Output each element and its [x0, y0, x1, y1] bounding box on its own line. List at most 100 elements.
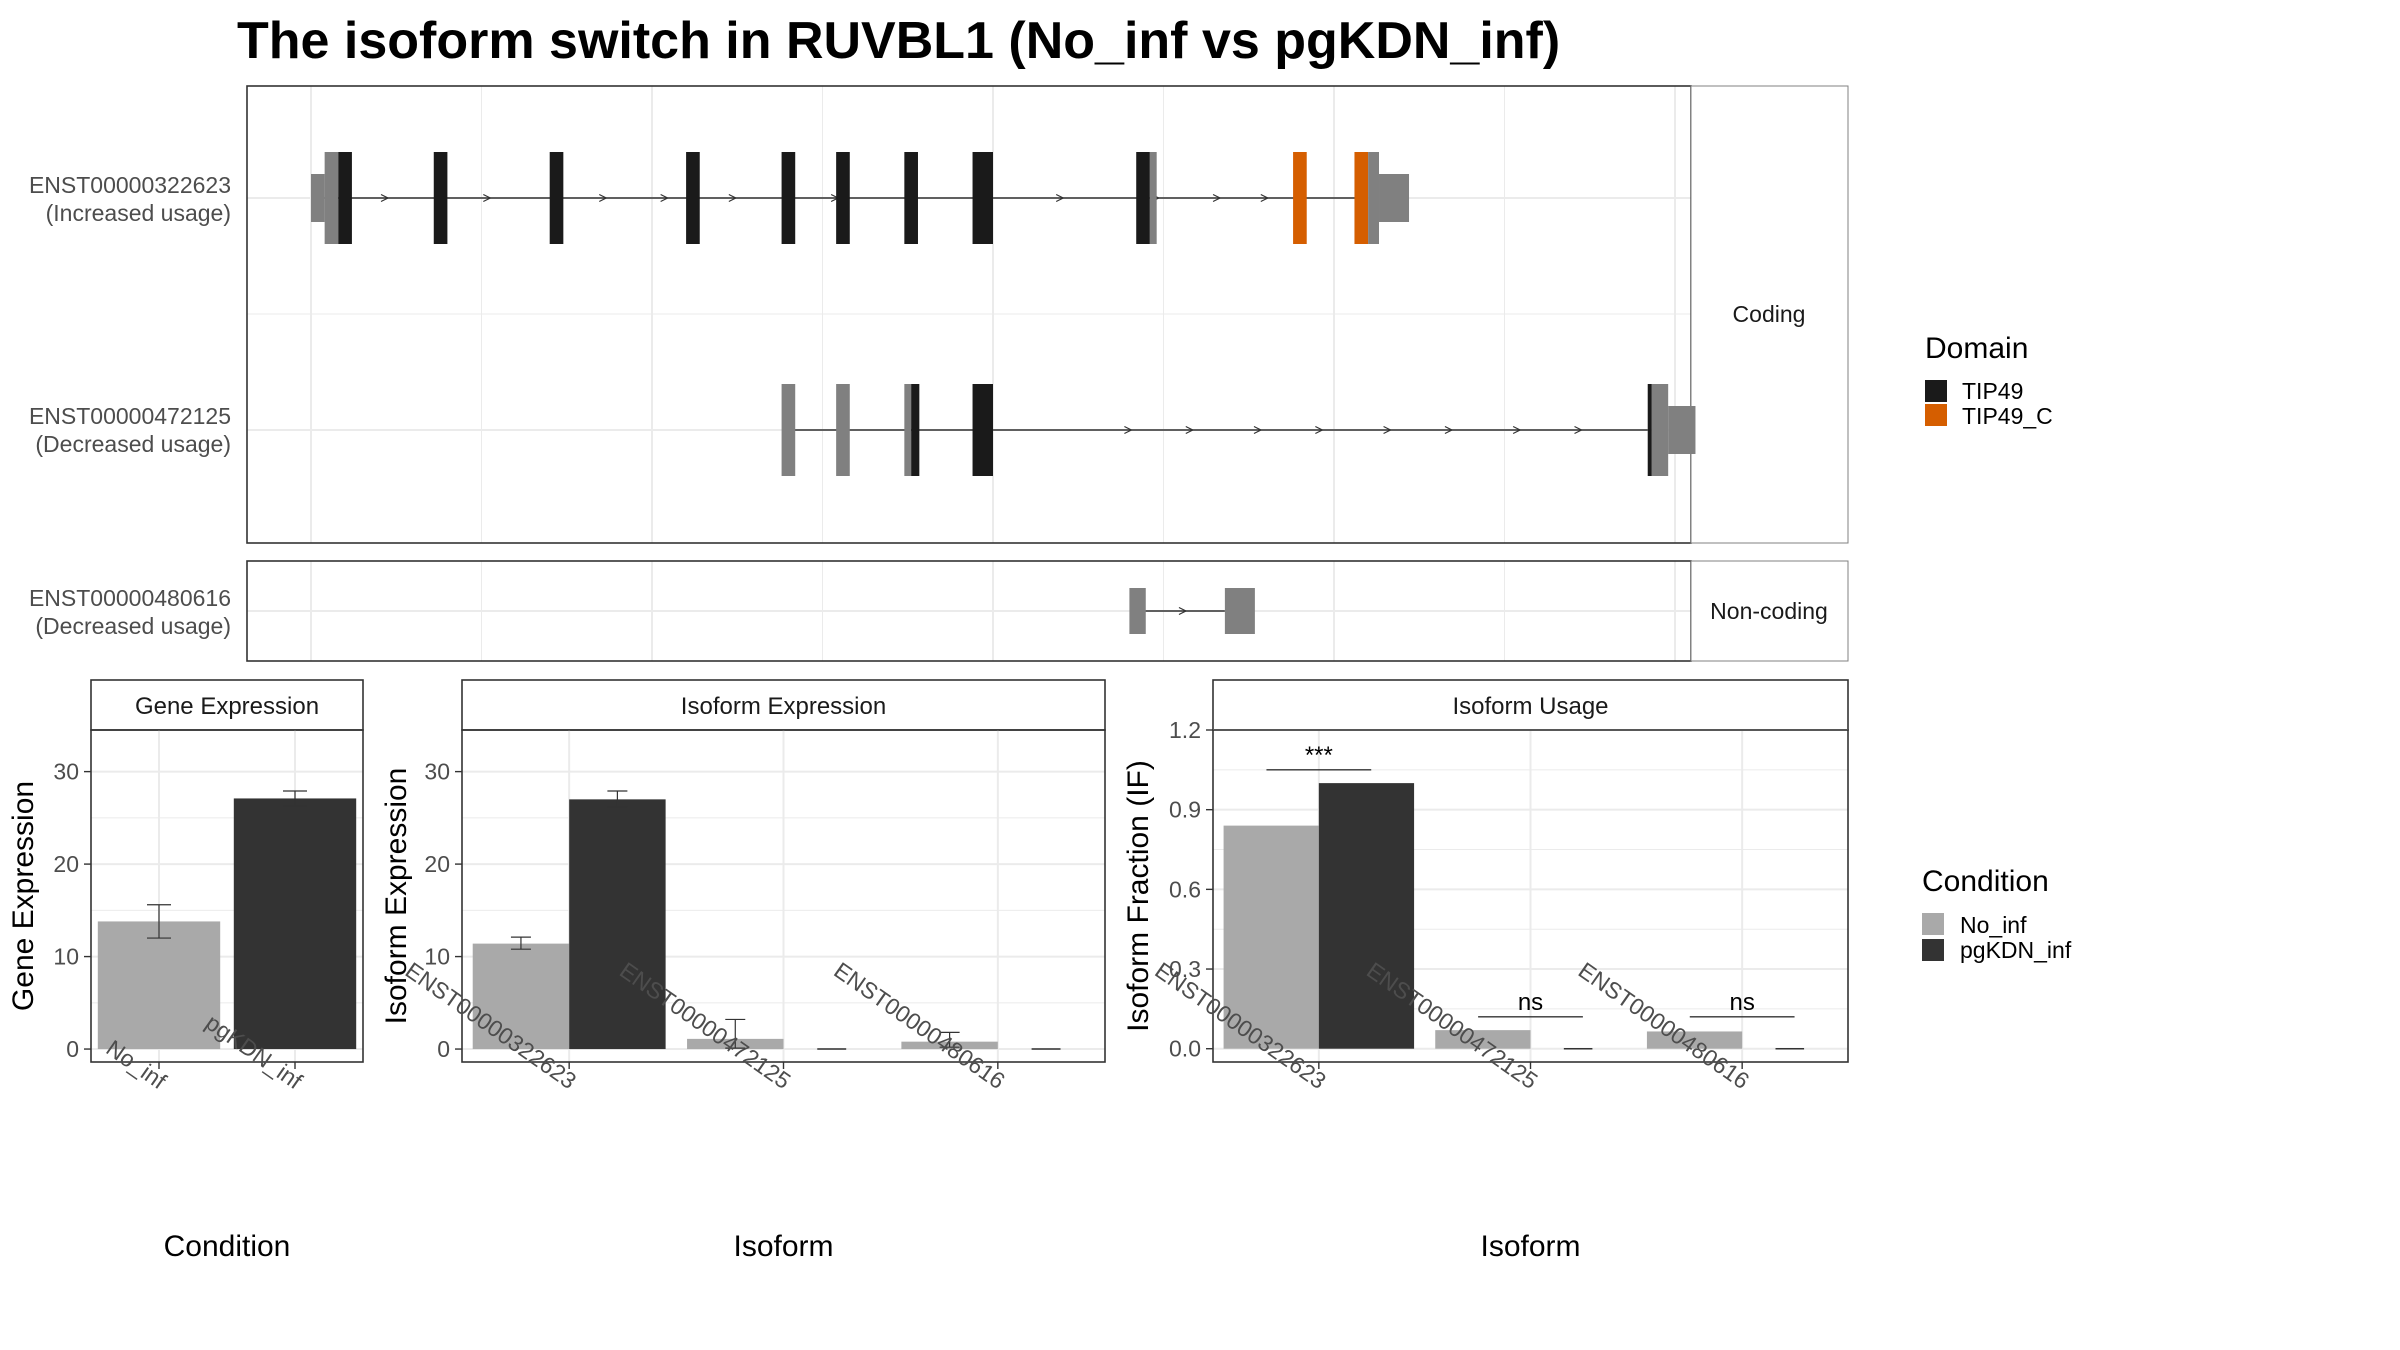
- structure-grid: [247, 86, 1691, 661]
- y-tick-label: 20: [424, 851, 450, 877]
- strand-arrow: [483, 193, 492, 203]
- condition-legend: Condition No_inf pgKDN_inf: [1922, 865, 2072, 963]
- exon-utr-flank: [311, 174, 325, 222]
- bar-no-inf: [472, 943, 570, 1050]
- facet-strip-label: Gene Expression: [135, 693, 319, 720]
- legend-label-no-inf: No_inf: [1960, 912, 2027, 938]
- panel-border: [90, 729, 364, 1063]
- y-tick-label: 0.3: [1169, 956, 1201, 982]
- y-tick-label: 0.9: [1169, 797, 1201, 823]
- transcript-track-2: [781, 384, 1696, 476]
- transcript-usage-3: (Decreased usage): [35, 613, 231, 639]
- y-axis-title: Isoform Expression: [380, 768, 413, 1025]
- exon-tip49: [433, 152, 448, 244]
- exon-tip49: [686, 152, 700, 244]
- x-tick-label: ENST00000480616: [1574, 957, 1754, 1094]
- exon-tip49: [1647, 384, 1652, 476]
- exon-tip49: [549, 152, 564, 244]
- strand-arrow: [1212, 193, 1222, 203]
- transcript-id-1: ENST00000322623: [29, 172, 231, 198]
- facet-strip-label: Isoform Expression: [681, 693, 886, 720]
- noncoding-strip-label: Non-coding: [1710, 598, 1828, 624]
- exon-utr: [781, 384, 796, 476]
- transcript-track-3: [1129, 588, 1255, 634]
- bar-no-inf: [1646, 1031, 1743, 1049]
- y-axis-title: Gene Expression: [7, 781, 40, 1011]
- facet-strip: [1212, 679, 1849, 731]
- strand-arrow: [1512, 425, 1522, 435]
- facet-strip-label: Isoform Usage: [1452, 693, 1608, 720]
- y-axis-title: Isoform Fraction (IF): [1122, 760, 1155, 1032]
- exon-tip49: [1136, 152, 1150, 244]
- isoform-usage-chart: Isoform Usage *** ns ns 0.0 0.3 0.6 0.9 1.2 ENST0…: [1122, 679, 1849, 1263]
- strand-arrow: [1253, 425, 1263, 435]
- transcript-track-1: [311, 152, 1410, 244]
- bar-pgkdn-inf: [1318, 783, 1415, 1049]
- exon-utr: [1224, 588, 1255, 634]
- isoform-expression-chart: Isoform Expression0102030ENST00000322623…: [380, 679, 1106, 1263]
- y-tick-label: 0: [66, 1036, 79, 1062]
- exon-utr: [324, 152, 339, 244]
- bar-no-inf: [97, 921, 221, 1050]
- legend-swatch-no-inf: [1922, 913, 1944, 935]
- exon-utr-flank: [1379, 174, 1410, 222]
- exon-tip49: [911, 384, 920, 476]
- condition-legend-title: Condition: [1922, 865, 2049, 898]
- exon-utr: [1149, 152, 1157, 244]
- transcript-row-3: ENST00000480616 (Decreased usage): [29, 585, 1255, 639]
- y-tick-label: 0.6: [1169, 876, 1201, 902]
- structure-plot: Coding Non-coding ENST00000322623 (Incre…: [29, 85, 1849, 662]
- strand-arrow: [1260, 193, 1270, 203]
- y-tick-label: 20: [53, 851, 79, 877]
- y-tick-label: 10: [53, 944, 79, 970]
- exon-tip49: [781, 152, 796, 244]
- transcript-usage-1: (Increased usage): [46, 200, 231, 226]
- coding-strip-label: Coding: [1733, 301, 1806, 327]
- x-axis-title: Isoform: [1480, 1230, 1580, 1263]
- legend-swatch-tip49: [1925, 380, 1947, 402]
- exon-tip49-c: [1354, 152, 1369, 244]
- strand-arrow: [1185, 425, 1195, 435]
- transcript-id-2: ENST00000472125: [29, 403, 231, 429]
- strand-arrow: [1055, 193, 1065, 203]
- bar-pgkdn-inf: [233, 798, 357, 1050]
- exon-utr: [836, 384, 850, 476]
- domain-legend: Domain TIP49 TIP49_C: [1925, 332, 2053, 429]
- exon-tip49: [904, 152, 918, 244]
- strand-arrow: [598, 193, 608, 203]
- exon-utr-flank: [1668, 406, 1696, 454]
- x-tick-label: ENST00000480616: [829, 957, 1009, 1094]
- strand-arrow: [380, 193, 390, 203]
- transcript-id-3: ENST00000480616: [29, 585, 231, 611]
- legend-label-tip49: TIP49: [1962, 378, 2023, 404]
- strand-arrow: [728, 193, 738, 203]
- transcript-row-2: ENST00000472125 (Decreased usage): [29, 384, 1696, 476]
- domain-legend-title: Domain: [1925, 332, 2028, 365]
- y-tick-label: 30: [424, 759, 450, 785]
- bar-no-inf: [1223, 825, 1319, 1049]
- significance-label: ***: [1305, 742, 1333, 769]
- y-tick-label: 0.0: [1169, 1036, 1201, 1062]
- significance-label: ns: [1518, 989, 1543, 1016]
- transcript-row-1: ENST00000322623 (Increased usage): [29, 152, 1410, 244]
- exon-tip49: [972, 384, 993, 476]
- y-tick-label: 10: [424, 944, 450, 970]
- exon-tip49: [972, 152, 993, 244]
- legend-label-tip49-c: TIP49_C: [1962, 403, 2053, 429]
- strand-arrow: [1315, 425, 1324, 435]
- legend-swatch-tip49-c: [1925, 404, 1947, 426]
- legend-label-pgkdn-inf: pgKDN_inf: [1960, 937, 2072, 963]
- exon-utr: [1651, 384, 1669, 476]
- figure-title: The isoform switch in RUVBL1 (No_inf vs …: [237, 12, 1560, 70]
- y-tick-label: 1.2: [1169, 717, 1201, 743]
- bar-no-inf: [1435, 1030, 1531, 1049]
- x-axis-title: Condition: [164, 1230, 291, 1263]
- y-tick-label: 0: [437, 1036, 450, 1062]
- strand-arrow: [1444, 425, 1454, 435]
- x-axis-title: Isoform: [733, 1230, 833, 1263]
- y-tick-label: 30: [53, 759, 79, 785]
- noncoding-strip: [1690, 560, 1849, 662]
- significance-label: ns: [1729, 989, 1754, 1016]
